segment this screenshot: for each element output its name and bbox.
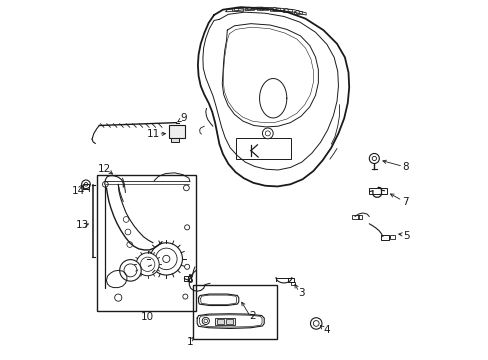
Bar [183, 276, 191, 281]
Text: 3: 3 [298, 288, 305, 298]
Circle shape [150, 243, 182, 275]
Circle shape [183, 294, 187, 299]
Circle shape [202, 318, 209, 324]
Text: 6: 6 [186, 275, 193, 285]
Circle shape [125, 229, 131, 235]
Bar [171, 138, 179, 142]
Circle shape [136, 253, 159, 276]
Circle shape [81, 180, 90, 189]
Text: 10: 10 [140, 312, 153, 322]
Bar [283, 9, 292, 12]
Text: 1: 1 [186, 337, 193, 347]
Text: 8: 8 [402, 162, 408, 172]
Text: 4: 4 [322, 325, 329, 335]
Circle shape [115, 294, 122, 301]
Bar [381, 234, 388, 239]
Text: 2: 2 [248, 311, 255, 321]
Bar [368, 188, 386, 194]
Circle shape [313, 320, 319, 326]
Circle shape [126, 242, 132, 247]
Text: 5: 5 [403, 231, 409, 240]
Text: 9: 9 [180, 113, 186, 123]
Circle shape [120, 260, 141, 281]
Circle shape [203, 319, 207, 323]
Circle shape [163, 255, 169, 262]
Bar [215, 318, 234, 325]
Text: 7: 7 [402, 197, 408, 207]
Text: 14: 14 [72, 186, 85, 197]
Bar [83, 184, 89, 189]
Bar [244, 8, 254, 10]
Bar [217, 319, 224, 324]
Circle shape [123, 217, 129, 222]
Bar [270, 8, 280, 11]
Circle shape [184, 225, 189, 230]
Circle shape [184, 264, 189, 269]
Circle shape [102, 181, 108, 187]
Bar [293, 12, 301, 14]
Circle shape [260, 7, 263, 11]
Text: 13: 13 [76, 220, 89, 230]
Bar [97, 175, 196, 311]
Circle shape [265, 131, 270, 136]
Bar [231, 8, 242, 11]
Bar [287, 278, 293, 282]
Circle shape [140, 257, 155, 271]
Circle shape [84, 183, 88, 186]
Circle shape [183, 185, 189, 191]
Bar [290, 282, 294, 285]
Circle shape [284, 9, 287, 12]
Bar [257, 8, 267, 10]
Circle shape [272, 8, 276, 11]
Bar [351, 215, 358, 220]
Circle shape [371, 156, 376, 161]
Circle shape [310, 318, 321, 329]
Circle shape [155, 248, 177, 270]
Circle shape [247, 7, 251, 11]
Bar [235, 138, 290, 159]
Bar [389, 235, 394, 239]
Text: 11: 11 [146, 129, 160, 139]
Bar [357, 215, 362, 219]
Circle shape [295, 10, 299, 14]
Circle shape [368, 153, 379, 163]
Bar [169, 125, 185, 138]
Bar [225, 319, 233, 324]
Circle shape [262, 128, 273, 139]
Text: 12: 12 [98, 163, 111, 174]
Circle shape [234, 7, 238, 12]
Bar [192, 285, 276, 338]
Circle shape [124, 264, 137, 277]
